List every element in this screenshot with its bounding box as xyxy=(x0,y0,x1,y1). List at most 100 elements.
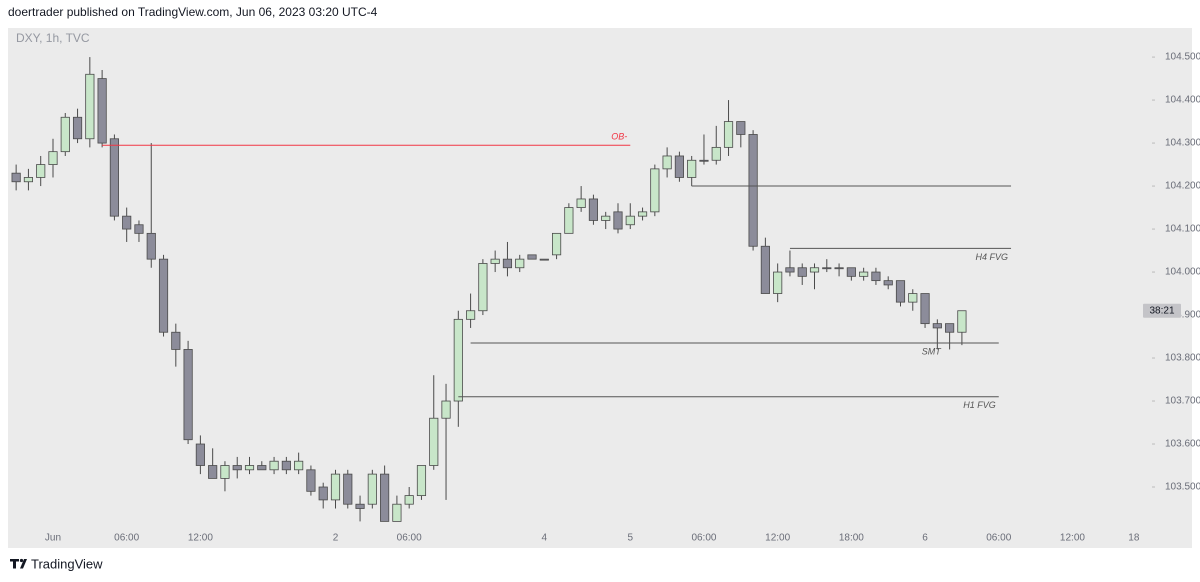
candle-body xyxy=(601,215,611,221)
candle xyxy=(208,448,218,479)
candle-body xyxy=(871,271,881,282)
candle-body xyxy=(846,267,856,277)
candle-body xyxy=(232,465,242,471)
candle xyxy=(97,69,107,148)
candle xyxy=(515,254,525,273)
candle xyxy=(416,465,427,500)
countdown: 38:21 xyxy=(1149,305,1174,316)
candle-body xyxy=(416,465,427,497)
candle xyxy=(834,263,844,277)
candle-body xyxy=(539,258,549,261)
candle-body xyxy=(158,258,169,333)
candle-body xyxy=(269,460,279,471)
candle xyxy=(502,241,513,277)
candle-body xyxy=(723,121,734,148)
y-tick-label: 104.500 xyxy=(1165,52,1200,63)
x-tick-label: 12:00 xyxy=(765,533,790,544)
candle-body xyxy=(97,78,107,144)
candle-body xyxy=(318,486,328,501)
candle xyxy=(613,203,623,234)
candle xyxy=(171,323,181,367)
candle-body xyxy=(797,267,807,277)
candle-body xyxy=(36,164,46,178)
candle xyxy=(72,108,83,144)
symbol: DXY, 1h, TVC xyxy=(16,31,90,45)
candle xyxy=(367,469,377,509)
candle-body xyxy=(932,323,942,329)
candle-body xyxy=(171,331,181,350)
candle xyxy=(109,134,119,221)
candle-body xyxy=(23,177,33,183)
candle xyxy=(552,232,562,260)
candle-body xyxy=(785,267,795,273)
candle-body xyxy=(72,116,83,140)
candle xyxy=(404,487,414,509)
candle xyxy=(281,456,291,475)
candle xyxy=(232,456,242,479)
candle-body xyxy=(920,293,930,325)
candle xyxy=(797,263,807,285)
candle-body xyxy=(637,211,648,217)
candle-body xyxy=(834,267,844,270)
candle-body xyxy=(859,271,869,277)
candle-body xyxy=(380,473,390,522)
candle xyxy=(146,143,156,268)
candle-body xyxy=(109,138,119,217)
candle-body xyxy=(281,460,291,471)
candle xyxy=(429,375,439,470)
candle-body xyxy=(490,258,500,264)
candle xyxy=(490,250,500,273)
candle-body xyxy=(945,323,955,333)
candle xyxy=(441,383,451,500)
candle-body xyxy=(11,172,21,183)
candle-body xyxy=(330,473,341,501)
candle-body xyxy=(502,258,513,269)
candle-body xyxy=(711,146,721,161)
candle-body xyxy=(404,495,414,505)
candle xyxy=(453,310,463,427)
candle xyxy=(478,259,488,316)
candle xyxy=(380,465,390,522)
candle xyxy=(11,164,21,191)
candle-body xyxy=(527,254,537,260)
candle-body xyxy=(576,198,586,208)
candle-body xyxy=(183,349,193,441)
candle-body xyxy=(146,232,156,260)
candle-body xyxy=(429,417,439,466)
candle xyxy=(687,155,697,187)
chart-panel xyxy=(8,28,1192,548)
x-tick-label: 6 xyxy=(922,533,928,544)
x-tick-label: Jun xyxy=(45,533,61,544)
candle-body xyxy=(699,159,709,162)
candle-body xyxy=(650,168,660,213)
candle xyxy=(699,134,709,165)
candle xyxy=(748,130,758,251)
candle xyxy=(294,452,304,475)
candle-body xyxy=(662,155,672,170)
candle-body xyxy=(895,280,906,303)
candle-body xyxy=(957,310,967,333)
candle xyxy=(539,258,549,261)
candle-body xyxy=(208,465,218,479)
candle xyxy=(859,267,869,281)
candle xyxy=(134,220,144,242)
candle-body xyxy=(625,215,635,226)
y-tick-label: 104.100 xyxy=(1165,224,1200,235)
candle xyxy=(822,259,832,273)
candle xyxy=(269,456,279,475)
y-tick-label: 103.500 xyxy=(1165,482,1200,493)
candle xyxy=(36,155,46,187)
candle-body xyxy=(60,116,70,153)
candle-body xyxy=(466,310,476,320)
candle xyxy=(736,121,746,148)
candle xyxy=(306,465,316,496)
candle xyxy=(625,203,635,230)
y-tick-label: 104.300 xyxy=(1165,138,1200,149)
candle xyxy=(343,469,353,509)
candle-body xyxy=(220,465,230,479)
candle xyxy=(23,168,33,191)
candle-body xyxy=(760,245,770,294)
candle xyxy=(588,194,598,225)
candle xyxy=(392,495,402,522)
candle-body xyxy=(134,224,144,234)
